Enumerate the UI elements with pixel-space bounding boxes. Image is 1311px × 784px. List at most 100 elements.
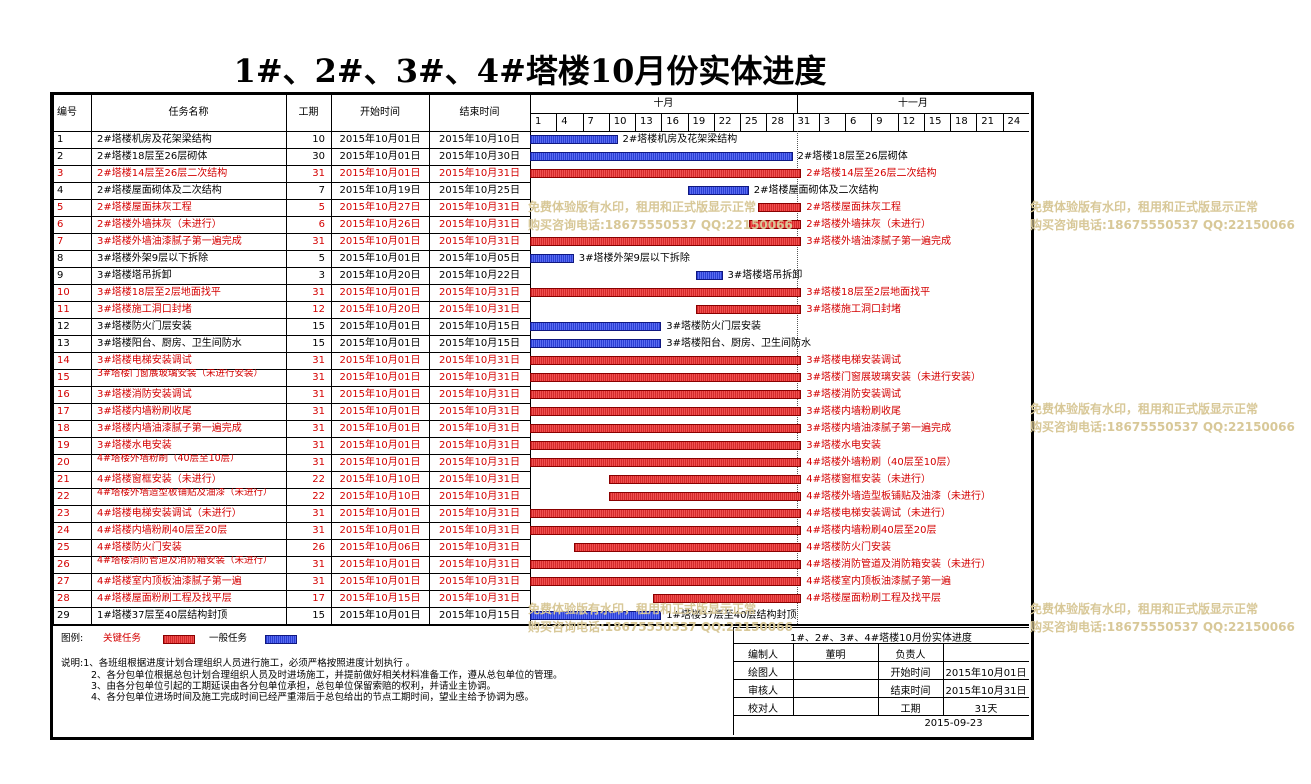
task-start: 2015年10月01日: [339, 355, 421, 366]
task-no: 12: [57, 321, 70, 332]
row-rule: [53, 454, 530, 455]
start-label: 开始时间: [890, 668, 931, 679]
task-no: 23: [57, 508, 70, 519]
task-duration: 15: [312, 610, 325, 621]
gantt-bar-label: 2#塔楼18层至26层砌体: [797, 151, 908, 162]
gantt-bar-label: 4#塔楼室内顶板油漆腻子第一遍: [806, 576, 951, 587]
task-start: 2015年10月01日: [339, 321, 421, 332]
task-end: 2015年10月22日: [439, 270, 520, 281]
gantt-bar: [530, 526, 802, 535]
task-name: 4#塔楼窗框安装（未进行）: [97, 474, 222, 485]
task-start: 2015年10月01日: [339, 576, 421, 587]
task-duration: 31: [312, 508, 325, 519]
task-name: 3#塔楼防火门层安装: [97, 321, 192, 332]
task-no: 27: [57, 576, 70, 587]
task-name: 4#塔楼外墙造型板铺贴及油漆（未进行）: [97, 488, 273, 498]
task-end: 2015年10月30日: [439, 151, 520, 162]
row-rule: [53, 182, 530, 183]
note-line: 4、各分包单位进场时间及施工完成时间已经严重滞后于总包给出的节点工期时间，望业主…: [91, 692, 535, 703]
gantt-bar: [530, 424, 802, 433]
day-tick-line: [661, 113, 663, 131]
task-end: 2015年10月31日: [439, 389, 520, 400]
task-duration: 31: [312, 372, 325, 383]
page-title: 1#、2#、3#、4#塔楼10月份实体进度: [233, 52, 827, 90]
column-rule: [331, 95, 332, 624]
row-rule: [53, 522, 530, 523]
task-no: 6: [57, 219, 64, 230]
task-duration: 31: [312, 406, 325, 417]
day-tick-line: [635, 113, 636, 131]
task-duration: 31: [312, 287, 325, 298]
duration-label: 工期: [900, 704, 921, 715]
row-rule: [53, 539, 530, 540]
task-end: 2015年10月31日: [439, 474, 520, 485]
row-rule: [53, 233, 530, 234]
task-end: 2015年10月15日: [439, 321, 520, 332]
task-duration: 5: [318, 202, 325, 213]
task-name: 4#塔楼防火门安装: [97, 542, 182, 553]
task-duration: 31: [312, 236, 325, 247]
column-rule: [429, 95, 430, 624]
sign-rule: [733, 627, 1029, 628]
row-rule: [53, 590, 530, 591]
task-end: 2015年10月31日: [439, 168, 520, 179]
sign-rule: [733, 715, 1029, 716]
task-no: 7: [57, 236, 64, 247]
row-rule: [53, 556, 530, 557]
task-end: 2015年10月31日: [439, 372, 520, 383]
row-rule: [53, 437, 530, 438]
task-no: 5: [57, 202, 64, 213]
day-tick-line: [740, 113, 741, 131]
note-line: 3、由各分包单位引起的工期延误由各分包单位承担，总包单位保留索赔的权利，并请业主…: [91, 681, 497, 692]
task-duration: 26: [312, 542, 325, 553]
gantt-bar: [530, 288, 802, 297]
task-start: 2015年10月01日: [339, 236, 421, 247]
task-name: 3#塔楼电梯安装调试: [97, 355, 192, 366]
day-tick-line: [845, 113, 846, 131]
month-header: 十一月: [897, 98, 928, 109]
row-rule: [53, 250, 530, 251]
task-start: 2015年10月01日: [339, 372, 421, 383]
task-name: 3#塔楼外架9层以下拆除: [97, 253, 209, 264]
task-name: 3#塔楼门窗展玻璃安装（未进行安装）: [97, 369, 264, 379]
gantt-bar-label: 2#塔楼屋面抹灰工程: [806, 202, 901, 213]
day-tick-label: 10: [613, 116, 627, 127]
day-tick-label: 15: [928, 116, 942, 127]
row-rule: [53, 165, 530, 166]
gantt-bar: [696, 305, 802, 314]
row-rule: [53, 131, 530, 132]
task-no: 24: [57, 525, 70, 536]
sign-rule: [733, 643, 1029, 644]
task-start: 2015年10月01日: [339, 151, 421, 162]
task-name: 2#塔楼外墙抹灰（未进行）: [97, 219, 222, 230]
end-label: 结束时间: [890, 686, 931, 697]
row-rule: [53, 352, 530, 353]
task-name: 4#塔楼室内顶板油漆腻子第一遍: [97, 576, 242, 587]
compiler-name: 董明: [825, 650, 846, 661]
sign-rule: [943, 643, 944, 715]
checker-label: 校对人: [748, 704, 778, 715]
gantt-bar: [530, 577, 802, 586]
month-header: 十月: [653, 98, 674, 109]
task-duration: 31: [312, 423, 325, 434]
gantt-bar-label: 1#塔楼37层至40层结构封顶: [666, 610, 797, 621]
row-rule: [53, 488, 530, 489]
table-bottom-rule: [53, 624, 1029, 626]
task-name: 3#塔楼塔吊拆卸: [97, 270, 172, 281]
watermark-text: 购买咨询电话:18675550537 QQ:22150066: [528, 620, 793, 634]
task-no: 3: [57, 168, 64, 179]
gantt-bar-label: 4#塔楼防火门安装: [806, 542, 891, 553]
task-start: 2015年10月10日: [339, 491, 421, 502]
legend-label: 图例:: [61, 633, 84, 644]
task-end: 2015年10月31日: [439, 406, 520, 417]
gantt-bar: [530, 152, 793, 161]
drawer-label: 绘图人: [748, 668, 778, 679]
task-no: 15: [57, 372, 70, 383]
gantt-bar-label: 3#塔楼18层至2层地面找平: [806, 287, 931, 298]
watermark-text: 购买咨询电话:18675550537 QQ:22150066: [1030, 420, 1295, 434]
task-no: 26: [57, 559, 70, 570]
gantt-bar-label: 4#塔楼外墙造型板铺贴及油漆（未进行）: [806, 491, 991, 502]
day-tick-label: 1: [535, 116, 542, 127]
task-end: 2015年10月10日: [439, 134, 520, 145]
day-tick-label: 24: [1007, 116, 1021, 127]
